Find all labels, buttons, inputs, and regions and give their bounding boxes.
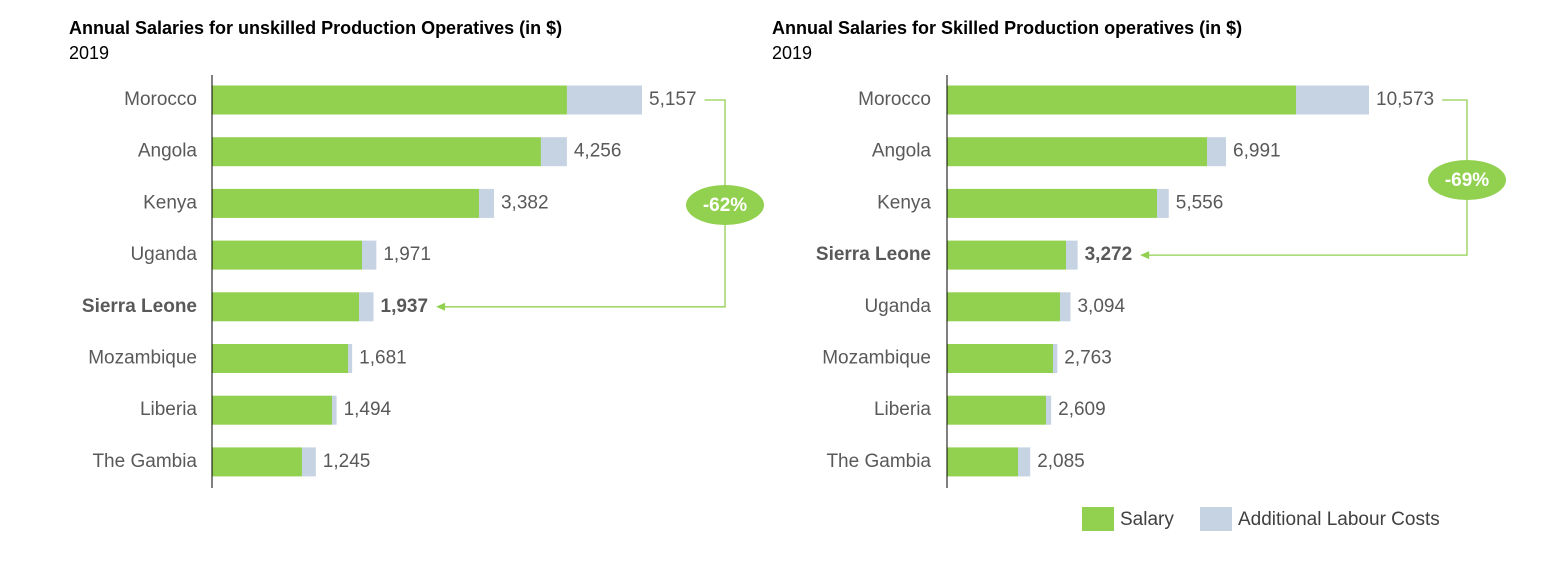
value-label: 2,763 — [1064, 348, 1112, 369]
bar-segment — [1157, 188, 1169, 218]
category-label: Sierra Leone — [816, 244, 931, 265]
category-label: Liberia — [874, 399, 931, 420]
category-label: Liberia — [140, 399, 197, 420]
arrow-head — [436, 302, 446, 311]
bar-segment — [540, 137, 567, 167]
bar-segment — [1206, 137, 1227, 167]
category-label: Uganda — [130, 244, 197, 265]
chart-title: Annual Salaries for unskilled Production… — [69, 18, 562, 38]
bar-segment — [1045, 395, 1052, 425]
category-label: Mozambique — [822, 348, 931, 369]
value-label: 1,937 — [381, 296, 429, 317]
bar-segment — [947, 395, 1046, 425]
arrow-head — [1140, 251, 1150, 260]
category-label: The Gambia — [92, 451, 197, 472]
bar-segment — [301, 447, 316, 477]
annotation-badge — [686, 185, 764, 225]
bar-segment — [947, 240, 1067, 270]
value-label: 6,991 — [1233, 141, 1281, 162]
category-label: The Gambia — [826, 451, 931, 472]
annotation-badge — [1428, 160, 1506, 200]
bar-segment — [212, 137, 541, 167]
category-label: Uganda — [864, 296, 931, 317]
bar-segment — [947, 447, 1019, 477]
bar-segment — [1066, 240, 1078, 270]
bar-segment — [947, 137, 1207, 167]
value-label: 3,272 — [1085, 244, 1133, 265]
value-label: 3,382 — [501, 192, 549, 213]
value-label: 1,971 — [383, 244, 431, 265]
value-label: 5,556 — [1176, 192, 1224, 213]
category-label: Angola — [138, 141, 198, 162]
bar-segment — [947, 344, 1054, 373]
bar-segment — [212, 240, 363, 270]
chart-subtitle: 2019 — [69, 43, 109, 63]
bar-segment — [347, 344, 353, 373]
bar-segment — [1053, 344, 1058, 373]
bar-segment — [1295, 85, 1369, 115]
value-label: 4,256 — [574, 141, 622, 162]
bar-segment — [212, 292, 360, 322]
category-label: Kenya — [143, 192, 197, 213]
bar-segment — [212, 85, 567, 115]
value-label: 10,573 — [1376, 89, 1434, 110]
value-label: 2,609 — [1058, 399, 1106, 420]
legend-swatch — [1082, 507, 1114, 531]
bar-segment — [947, 85, 1296, 115]
category-label: Kenya — [877, 192, 931, 213]
value-label: 1,681 — [359, 348, 407, 369]
category-label: Angola — [872, 141, 932, 162]
bar-segment — [212, 188, 479, 218]
chart-title: Annual Salaries for Skilled Production o… — [772, 18, 1242, 38]
legend-label: Additional Labour Costs — [1238, 509, 1440, 530]
chart-subtitle: 2019 — [772, 43, 812, 63]
bar-segment — [331, 395, 337, 425]
bar-segment — [212, 447, 302, 477]
value-label: 3,094 — [1077, 296, 1125, 317]
bar-segment — [212, 344, 348, 373]
legend-swatch — [1200, 507, 1232, 531]
value-label: 2,085 — [1037, 451, 1085, 472]
bar-segment — [212, 395, 332, 425]
category-label: Morocco — [858, 89, 931, 110]
bar-segment — [362, 240, 377, 270]
bar-segment — [1059, 292, 1071, 322]
arrow-line — [1146, 99, 1468, 256]
category-label: Morocco — [124, 89, 197, 110]
legend-label: Salary — [1120, 509, 1174, 530]
value-label: 1,245 — [323, 451, 371, 472]
annotation-label: -62% — [703, 195, 747, 216]
bar-segment — [566, 85, 642, 115]
category-label: Sierra Leone — [82, 296, 197, 317]
bar-segment — [947, 292, 1060, 322]
value-label: 1,494 — [344, 399, 392, 420]
bar-segment — [947, 188, 1158, 218]
category-label: Mozambique — [88, 348, 197, 369]
bar-segment — [1018, 447, 1031, 477]
value-label: 5,157 — [649, 89, 697, 110]
bar-segment — [359, 292, 374, 322]
bar-segment — [478, 188, 494, 218]
annotation-label: -69% — [1445, 170, 1489, 191]
